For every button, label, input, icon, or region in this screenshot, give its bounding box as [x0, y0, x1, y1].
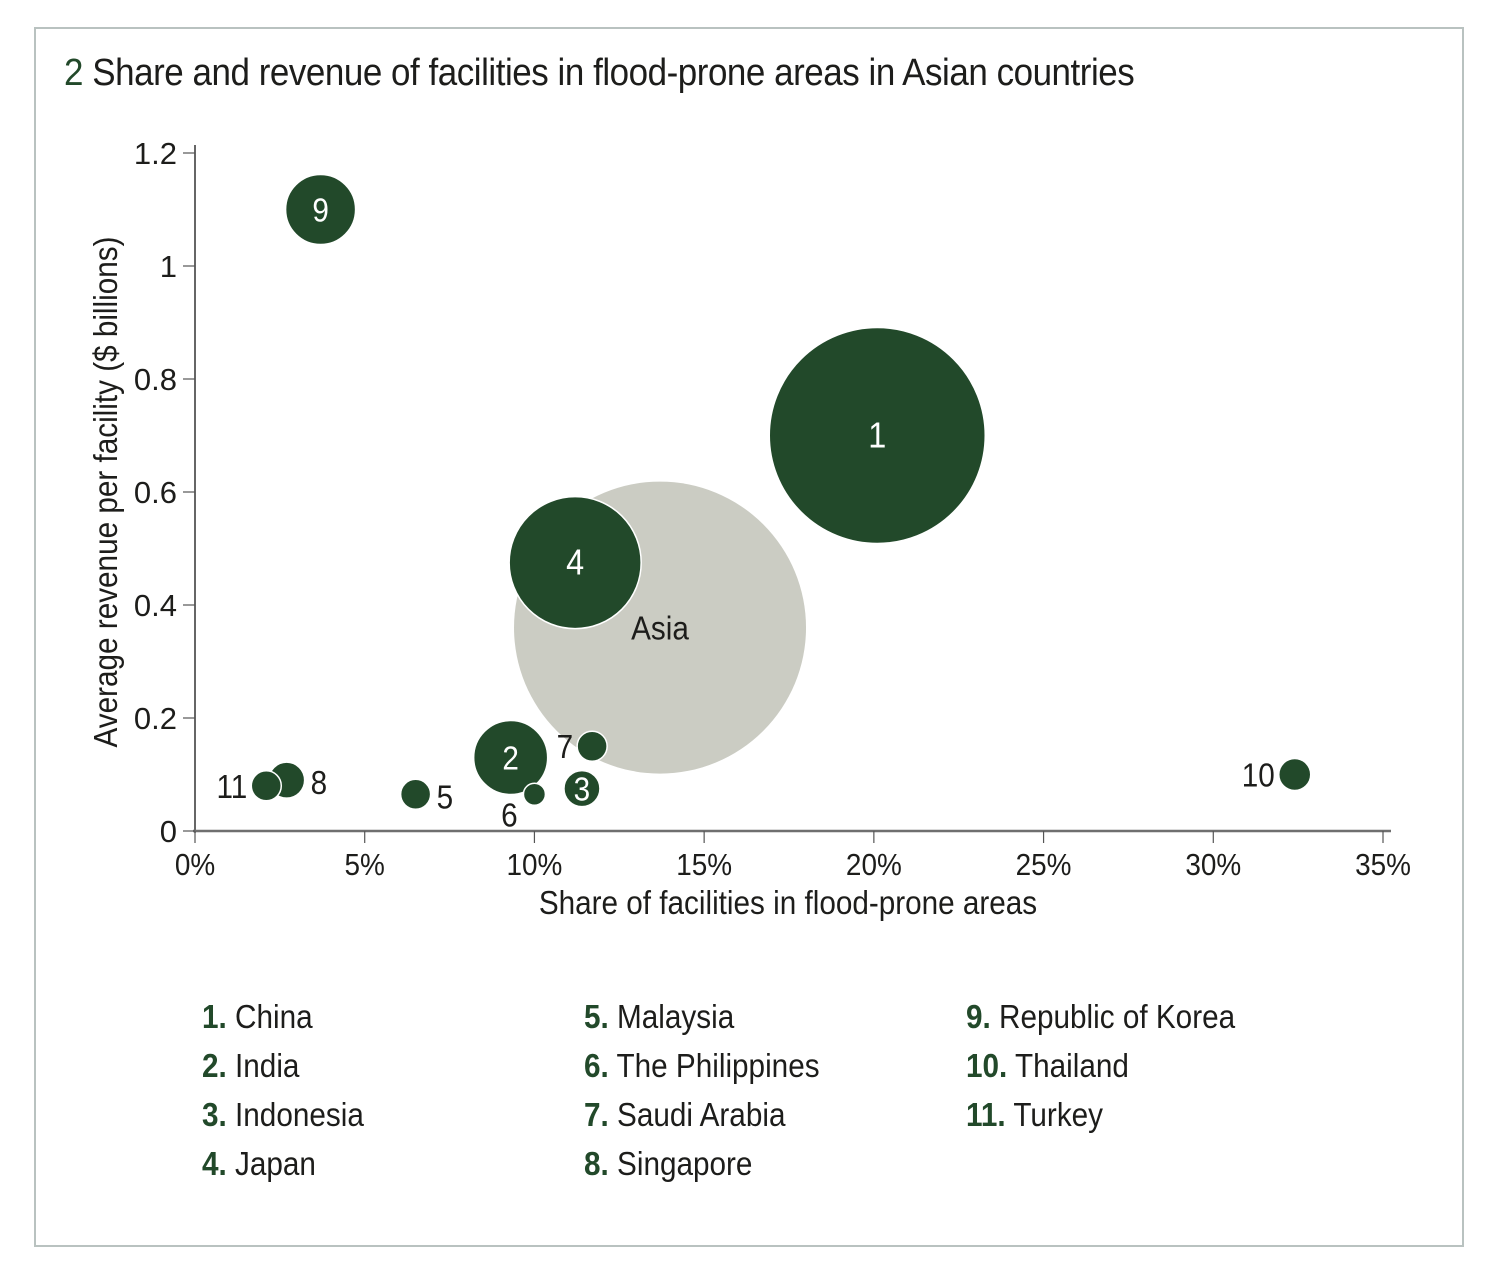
- legend-country: India: [226, 1047, 300, 1084]
- x-tick-label: 15%: [676, 848, 732, 883]
- bubble-indonesia: [563, 769, 601, 808]
- y-tick-label: 0.2: [134, 701, 177, 736]
- y-axis-label: Average revenue per facility ($ billions…: [88, 237, 125, 748]
- bubble-malaysia: [399, 778, 432, 811]
- bubble-saudi-arabia: [576, 730, 608, 762]
- legend-number: 8.: [584, 1145, 609, 1182]
- y-tick-label: 0: [160, 814, 177, 849]
- legend-country: Saudi Arabia: [608, 1096, 786, 1133]
- bubble-thailand: [1277, 757, 1312, 792]
- y-tick-label: 0.8: [134, 362, 177, 397]
- legend-item: 5. Malaysia: [584, 998, 820, 1047]
- legend-item: 9. Republic of Korea: [966, 998, 1235, 1047]
- legend-item: 1. China: [202, 998, 364, 1047]
- bubble-label: Asia: [631, 610, 689, 647]
- legend-item: 10. Thailand: [966, 1047, 1235, 1096]
- bubble-label: 10: [1242, 757, 1275, 794]
- legend-column: 1. China 2. India 3. Indonesia 4. Japan: [202, 998, 364, 1194]
- x-tick-label: 0%: [175, 848, 215, 883]
- legend-country: China: [226, 998, 313, 1035]
- legend-country: Thailand: [1007, 1047, 1129, 1084]
- bubble-the-philippines: [522, 782, 547, 807]
- legend-number: 10.: [966, 1047, 1008, 1084]
- legend-item: 7. Saudi Arabia: [584, 1096, 820, 1145]
- legend-country: Turkey: [1005, 1096, 1104, 1133]
- figure-frame: [34, 27, 1464, 1247]
- legend-item: 4. Japan: [202, 1145, 364, 1194]
- legend-number: 6.: [584, 1047, 609, 1084]
- y-tick-label: 1: [160, 249, 177, 284]
- bubble-china: [768, 326, 987, 545]
- legend-country: Japan: [226, 1145, 316, 1182]
- legend-number: 9.: [966, 998, 991, 1035]
- legend-number: 7.: [584, 1096, 609, 1133]
- legend-number: 5.: [584, 998, 609, 1035]
- legend-column: 9. Republic of Korea 10. Thailand 11. Turk…: [966, 998, 1235, 1145]
- bubble-label: 4: [566, 543, 584, 583]
- chart-title: 2 Share and revenue of facilities in flo…: [64, 52, 1135, 95]
- figure-title-text: Share and revenue of facilities in flood…: [92, 52, 1135, 94]
- legend-country: Indonesia: [226, 1096, 364, 1133]
- legend-item: 11. Turkey: [966, 1096, 1235, 1145]
- legend-item: 8. Singapore: [584, 1145, 820, 1194]
- bubble-label: 3: [574, 771, 591, 808]
- x-tick-label: 30%: [1185, 848, 1241, 883]
- x-tick-label: 35%: [1355, 848, 1411, 883]
- legend-item: 3. Indonesia: [202, 1096, 364, 1145]
- x-tick-label: 5%: [345, 848, 385, 883]
- legend-country: The Philippines: [608, 1047, 820, 1084]
- bubble-india: [472, 719, 549, 796]
- x-axis-label: Share of facilities in flood-prone areas: [539, 885, 1037, 922]
- bubble-republic-of-korea: [284, 173, 357, 246]
- legend-country: Malaysia: [608, 998, 735, 1035]
- legend-column: 5. Malaysia 6. The Philippines 7. Saudi Ar…: [584, 998, 820, 1194]
- legend-item: 2. India: [202, 1047, 364, 1096]
- y-tick-label: 1.2: [134, 136, 177, 171]
- legend-country: Republic of Korea: [990, 998, 1236, 1035]
- bubble-turkey: [250, 770, 283, 802]
- bubble-chart: Asia 1 4 2 9 3 8 10 7 5 11 6 0 0.2 0.4 0.6 0.8 1 1.2 0% 5% 1…: [88, 136, 1411, 922]
- bubble-label: 8: [311, 765, 328, 802]
- y-tick-label: 0.6: [134, 475, 177, 510]
- bubble-label: 1: [868, 416, 886, 456]
- bubble-label: 2: [502, 740, 519, 777]
- x-tick-label: 10%: [507, 848, 563, 883]
- axes-layer: 0 0.2 0.4 0.6 0.8 1 1.2 0% 5% 10% 15% 20% 25% 30% 35%: [134, 136, 1411, 882]
- legend-number: 2.: [202, 1047, 227, 1084]
- figure-number: 2: [64, 52, 83, 94]
- legend-number: 11.: [966, 1096, 1006, 1133]
- bubble-label: 6: [501, 797, 518, 834]
- legend-number: 3.: [202, 1096, 227, 1133]
- x-tick-label: 25%: [1016, 848, 1072, 883]
- legend-number: 1.: [202, 998, 227, 1035]
- x-tick-label: 20%: [846, 848, 902, 883]
- legend-item: 6. The Philippines: [584, 1047, 820, 1096]
- bubble-japan: [508, 495, 642, 630]
- legend-number: 4.: [202, 1145, 227, 1182]
- bubble-label: 7: [557, 729, 574, 766]
- bubble-label: 11: [216, 768, 247, 805]
- bubble-label: 5: [437, 779, 454, 816]
- y-tick-label: 0.4: [134, 588, 177, 623]
- bubbles-layer: Asia 1 4 2 9 3 8 10 7 5 11 6: [216, 173, 1312, 834]
- legend-country: Singapore: [608, 1145, 753, 1182]
- bubble-label: 9: [312, 192, 329, 229]
